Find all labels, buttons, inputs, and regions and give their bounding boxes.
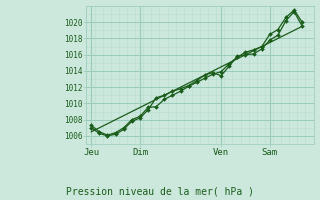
Text: Pression niveau de la mer( hPa ): Pression niveau de la mer( hPa ) [66,186,254,196]
